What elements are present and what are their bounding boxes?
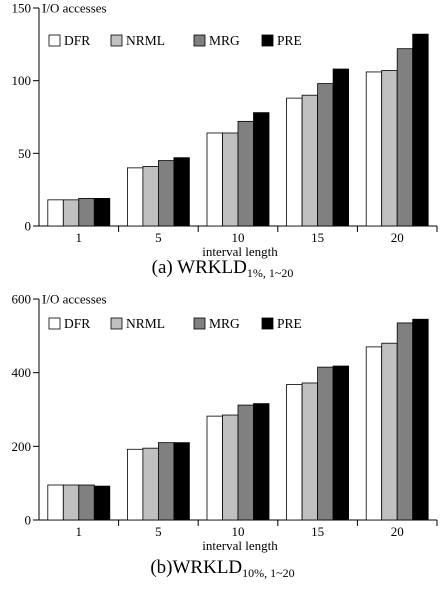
chart-a-legend-swatch-nrml (110, 34, 123, 47)
chart-b-caption-sub: 10%, 1~20 (242, 566, 295, 580)
chart-a-bar-nrml (62, 199, 80, 227)
chart-a-bar-mrg (396, 48, 414, 227)
chart-a-bar-dfr (127, 167, 144, 227)
chart-a-y-axis-title: I/O accesses (42, 1, 107, 16)
chart-b-legend-label-nrml: NRML (126, 316, 165, 331)
chart-b-legend-label-mrg: MRG (209, 316, 240, 331)
chart-b-legend-swatch-dfr (48, 317, 61, 330)
chart-a-bar-nrml (301, 94, 319, 227)
chart-b-bar-mrg (396, 322, 414, 521)
chart-b-bar-pre (173, 442, 190, 521)
chart-b-caption: (b)WRKLD10%, 1~20 (0, 557, 445, 581)
chart-a-y-tick-label: 0 (25, 219, 32, 234)
chart-b-y-tick-label: 200 (12, 439, 32, 454)
chart-b-bar-dfr (365, 346, 383, 521)
chart-a-y-tick-label: 100 (12, 73, 32, 88)
chart-b: 0 200 400 600 I/O accesses 1 5 10 15 20 interval l… (0, 290, 445, 560)
chart-b-bar-nrml (381, 342, 398, 521)
chart-b-x-tick-label: 20 (391, 524, 404, 539)
chart-b-y-axis-title: I/O accesses (42, 292, 107, 307)
chart-a-bar-mrg (237, 120, 254, 227)
chart-a-legend-swatch-mrg (193, 34, 206, 47)
chart-a-legend-swatch-dfr (48, 34, 61, 47)
chart-b-bar-nrml (301, 382, 319, 521)
chart-b-bar-mrg (237, 404, 254, 521)
chart-b-x-tick-label: 10 (232, 524, 245, 539)
chart-b-bar-pre (332, 365, 350, 521)
chart-a-y-tick-label: 150 (12, 1, 32, 16)
chart-a-bar-pre (412, 33, 429, 227)
chart-a-bar-nrml (381, 70, 398, 227)
chart-b-y-tick-label: 0 (25, 513, 32, 528)
chart-b-bar-mrg (78, 484, 95, 521)
chart-a-bar-nrml (222, 132, 239, 227)
chart-a-bar-dfr (365, 71, 383, 227)
chart-b-bar-dfr (127, 448, 144, 521)
chart-b-bar-pre (412, 318, 429, 521)
chart-a-bar-pre (93, 197, 111, 227)
chart-a-bar-dfr (286, 97, 303, 227)
chart-b-legend-label-dfr: DFR (64, 316, 90, 331)
chart-b-bar-nrml (62, 484, 80, 521)
chart-a-x-tick-label: 10 (232, 230, 245, 245)
chart-b-bar-mrg (157, 442, 175, 521)
chart-b-x-tick-label: 15 (311, 524, 324, 539)
chart-a-x-axis-title: interval length (202, 244, 278, 259)
chart-b-y-tick-label: 400 (12, 365, 32, 380)
chart-b-caption-main: (b)WRKLD (150, 557, 243, 578)
chart-a-legend-label-nrml: NRML (126, 33, 165, 48)
chart-a-legend-label-pre: PRE (277, 33, 302, 48)
chart-a-bar-mrg (157, 160, 175, 227)
chart-a-bar-pre (253, 112, 270, 227)
chart-a-bar-dfr (206, 132, 223, 227)
chart-a-x-tick-label: 15 (311, 230, 324, 245)
chart-b-x-tick-label: 1 (76, 524, 83, 539)
chart-b-bar-dfr (286, 384, 303, 521)
chart-b-legend-swatch-mrg (193, 317, 206, 330)
chart-a: 0 50 100 150 I/O accesses 1 5 10 15 20 interval le… (0, 0, 445, 260)
chart-a-bar-mrg (78, 197, 95, 227)
chart-a-caption: (a) WRKLD1%, 1~20 (0, 257, 445, 281)
chart-a-x-tick-label: 20 (391, 230, 404, 245)
chart-b-bar-dfr (206, 415, 223, 521)
chart-a-legend-label-dfr: DFR (64, 33, 90, 48)
chart-a-legend-swatch-pre (261, 34, 274, 47)
chart-b-legend-label-pre: PRE (277, 316, 302, 331)
chart-a-bar-nrml (142, 166, 159, 227)
chart-b-bar-pre (93, 485, 111, 521)
chart-a-caption-main: (a) WRKLD (151, 257, 247, 278)
chart-a-bar-pre (173, 157, 190, 227)
chart-b-y-tick-label: 600 (12, 292, 32, 307)
chart-a-y-tick-label: 50 (18, 146, 31, 161)
chart-b-bar-nrml (222, 414, 239, 521)
chart-b-bar-mrg (317, 366, 334, 521)
chart-b-x-tick-label: 5 (155, 524, 162, 539)
chart-b-bar-dfr (47, 484, 64, 521)
chart-a-bar-pre (332, 68, 350, 227)
chart-b-x-axis-title: interval length (202, 538, 278, 553)
chart-b-legend-swatch-nrml (110, 317, 123, 330)
chart-a-caption-sub: 1%, 1~20 (246, 266, 294, 280)
chart-a-legend-label-mrg: MRG (209, 33, 240, 48)
chart-a-x-tick-label: 1 (76, 230, 83, 245)
chart-b-bar-pre (253, 403, 270, 521)
chart-a-bar-dfr (47, 199, 64, 227)
chart-a-bar-mrg (317, 83, 334, 227)
chart-a-x-tick-label: 5 (155, 230, 162, 245)
chart-b-legend-swatch-pre (261, 317, 274, 330)
chart-b-bar-nrml (142, 447, 159, 521)
